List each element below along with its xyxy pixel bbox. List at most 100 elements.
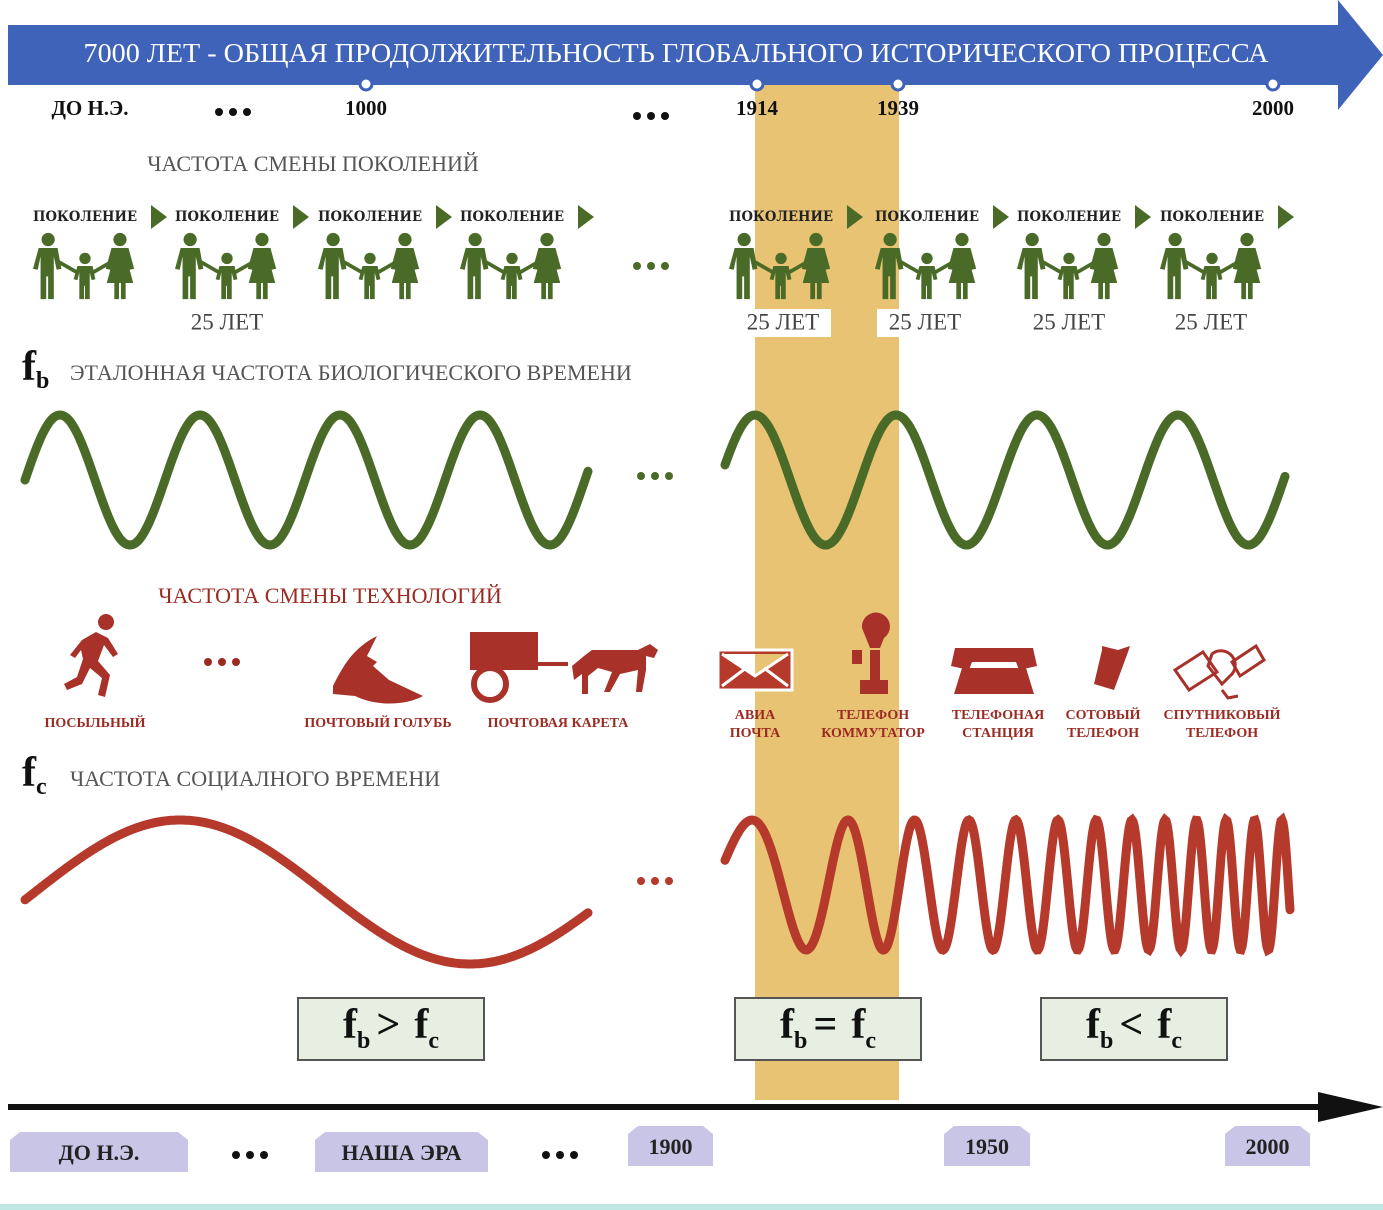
timeline-label: 1914	[736, 96, 779, 120]
ellipsis-dot	[647, 262, 655, 270]
frequency-symbol: fc	[22, 750, 47, 800]
subscript: c	[428, 1028, 439, 1054]
symbol: f	[414, 1002, 429, 1048]
family-icon	[460, 233, 561, 299]
banner-title: 7000 ЛЕТ - ОБЩАЯ ПРОДОЛЖИТЕЛЬНОСТЬ ГЛОБА…	[84, 38, 1270, 68]
subscript: b	[36, 368, 49, 394]
generation-arrow	[1135, 205, 1151, 229]
timeline-node	[1267, 78, 1279, 90]
generation-label: ПОКОЛЕНИЕ	[1160, 209, 1264, 225]
subscript: c	[1171, 1028, 1182, 1054]
timeline-node	[360, 78, 372, 90]
timeline-label: 2000	[1252, 96, 1294, 120]
ellipsis-dot	[243, 108, 251, 116]
technology-label: ТЕЛЕФОНАЯ	[952, 708, 1044, 723]
subscript: b	[1100, 1028, 1113, 1054]
section-title: ЭТАЛОННАЯ ЧАСТОТА БИОЛОГИЧЕСКОГО ВРЕМЕНИ	[70, 360, 632, 385]
bottom-border	[0, 1204, 1383, 1210]
ellipsis-dot	[260, 1151, 268, 1159]
subscript: c	[865, 1028, 876, 1054]
generation-label: ПОКОЛЕНИЕ	[1017, 209, 1121, 225]
ellipsis-dot	[542, 1151, 550, 1159]
technology-label: КОММУТАТОР	[821, 726, 925, 741]
subscript: c	[36, 774, 47, 800]
ellipsis-dot	[665, 877, 673, 885]
era-label: ДО Н.Э.	[59, 1140, 140, 1165]
ellipsis-dot	[637, 472, 645, 480]
ellipsis-dot	[218, 658, 226, 666]
symbol: f	[343, 1002, 358, 1048]
satellite-icon	[1175, 646, 1264, 698]
ellipsis-dot	[651, 877, 659, 885]
family-icon	[33, 233, 134, 299]
technology-label: АВИА	[735, 708, 776, 723]
runner-icon	[64, 614, 118, 697]
generation-arrow	[436, 205, 452, 229]
symbol: f	[22, 750, 37, 796]
social-wave	[25, 820, 588, 964]
technology-label: СТАНЦИЯ	[962, 726, 1034, 741]
technology-label: ТЕЛЕФОН	[837, 708, 909, 723]
ellipsis-dot	[633, 112, 641, 120]
timeline-node	[751, 78, 763, 90]
pigeon-icon	[333, 636, 423, 704]
technology-label: ТЕЛЕФОН	[1186, 726, 1258, 741]
ellipsis-dot	[232, 1151, 240, 1159]
technology-label: СОТОВЫЙ	[1065, 706, 1140, 723]
generation-label: ПОКОЛЕНИЕ	[729, 209, 833, 225]
era-label: 2000	[1246, 1134, 1290, 1159]
generation-arrow	[293, 205, 309, 229]
technology-label: ПОЧТОВАЯ КАРЕТА	[488, 716, 630, 731]
generation-arrow	[1278, 205, 1294, 229]
generation-label: ПОКОЛЕНИЕ	[875, 209, 979, 225]
subscript: b	[794, 1028, 807, 1054]
timeline-label: ДО Н.Э.	[51, 96, 128, 120]
family-icon	[318, 233, 419, 299]
duration-label: 25 ЛЕТ	[1033, 309, 1105, 334]
family-icon	[1017, 233, 1118, 299]
era-label: 1900	[649, 1134, 693, 1159]
generation-label: ПОКОЛЕНИЕ	[175, 209, 279, 225]
operator: >	[376, 1002, 400, 1048]
desk-phone-icon	[951, 648, 1037, 694]
ellipsis-dot	[215, 108, 223, 116]
operator: =	[813, 1002, 837, 1048]
ellipsis-dot	[556, 1151, 564, 1159]
symbol: f	[1157, 1002, 1172, 1048]
generation-label: ПОКОЛЕНИЕ	[33, 209, 137, 225]
family-icon	[175, 233, 276, 299]
canvas: 7000 ЛЕТ - ОБЩАЯ ПРОДОЛЖИТЕЛЬНОСТЬ ГЛОБА…	[0, 0, 1383, 1210]
section-title: ЧАСТОТА СОЦИАЛНОГО ВРЕМЕНИ	[70, 766, 440, 791]
cell-phone-icon	[1094, 646, 1130, 690]
ellipsis-dot	[661, 262, 669, 270]
generation-arrow	[578, 205, 594, 229]
generation-label: ПОКОЛЕНИЕ	[460, 209, 564, 225]
technology-label: ТЕЛЕФОН	[1067, 726, 1139, 741]
section-title: ЧАСТОТА СМЕНЫ ТЕХНОЛОГИЙ	[158, 583, 502, 608]
family-icon	[875, 233, 976, 299]
ellipsis-dot	[232, 658, 240, 666]
technology-label: СПУТНИКОВЫЙ	[1163, 706, 1280, 723]
ellipsis-dot	[661, 112, 669, 120]
ellipsis-dot	[204, 658, 212, 666]
section-title: ЧАСТОТА СМЕНЫ ПОКОЛЕНИЙ	[147, 151, 479, 176]
technology-label: ПОЧТОВЫЙ ГОЛУБЬ	[304, 714, 451, 731]
generation-arrow	[151, 205, 167, 229]
ellipsis-dot	[633, 262, 641, 270]
symbol: f	[851, 1002, 866, 1048]
symbol: f	[1086, 1002, 1101, 1048]
ellipsis-dot	[570, 1151, 578, 1159]
generation-arrow	[993, 205, 1009, 229]
symbol: f	[780, 1002, 795, 1048]
era-label: 1950	[965, 1134, 1009, 1159]
ellipsis-dot	[647, 112, 655, 120]
family-icon	[1160, 233, 1261, 299]
biological-wave	[25, 415, 588, 545]
ellipsis-dot	[665, 472, 673, 480]
duration-label: 25 ЛЕТ	[889, 309, 961, 334]
ellipsis-dot	[229, 108, 237, 116]
operator: <	[1119, 1002, 1143, 1048]
timeline-label: 1000	[345, 96, 387, 120]
ellipsis-dot	[651, 472, 659, 480]
ellipsis-dot	[637, 877, 645, 885]
